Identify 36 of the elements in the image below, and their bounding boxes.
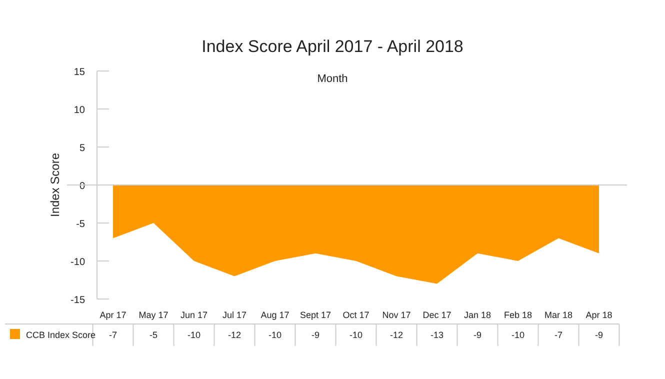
legend-label: CCB Index Score <box>26 330 96 340</box>
x-tick-label: Jan 18 <box>464 310 492 320</box>
data-label: -10 <box>511 330 525 340</box>
data-label: -9 <box>473 330 482 340</box>
y-axis-title: Index Score <box>48 152 62 218</box>
x-tick-label: Aug 17 <box>260 310 290 320</box>
y-tick-label: 10 <box>74 105 86 116</box>
x-tick-label: Feb 18 <box>504 310 532 320</box>
y-tick-label: -5 <box>76 219 86 230</box>
x-tick-label: Apr 17 <box>100 310 126 320</box>
data-label: -13 <box>430 330 444 340</box>
y-tick-label: 15 <box>74 67 86 78</box>
x-axis-title: Month <box>317 73 348 85</box>
data-label: -10 <box>349 330 363 340</box>
x-tick-label: Nov 17 <box>382 310 411 320</box>
data-label: -9 <box>594 330 604 340</box>
x-tick-label: Jun 17 <box>180 310 208 320</box>
x-tick-label: Jul 17 <box>222 310 247 320</box>
data-label: -9 <box>311 330 320 340</box>
x-tick-label: Oct 17 <box>342 310 370 320</box>
data-label: -7 <box>554 330 563 340</box>
chart-title: Index Score April 2017 - April 2018 <box>202 37 464 56</box>
x-tick-label: Mar 18 <box>544 310 573 320</box>
y-tick-label: 5 <box>79 143 86 154</box>
data-label: -12 <box>228 330 242 340</box>
x-tick-label: May 17 <box>138 310 168 320</box>
data-label: -12 <box>390 330 404 340</box>
x-tick-label: Sept 17 <box>300 310 332 320</box>
data-label: -10 <box>268 330 282 340</box>
data-label: -7 <box>108 330 118 340</box>
data-label: -5 <box>149 330 158 340</box>
y-tick-label: -15 <box>70 295 86 306</box>
y-tick-label: -10 <box>70 257 86 268</box>
x-tick-label: Dec 17 <box>422 310 452 320</box>
data-label: -10 <box>187 330 201 340</box>
x-tick-label: Apr 18 <box>586 310 612 320</box>
